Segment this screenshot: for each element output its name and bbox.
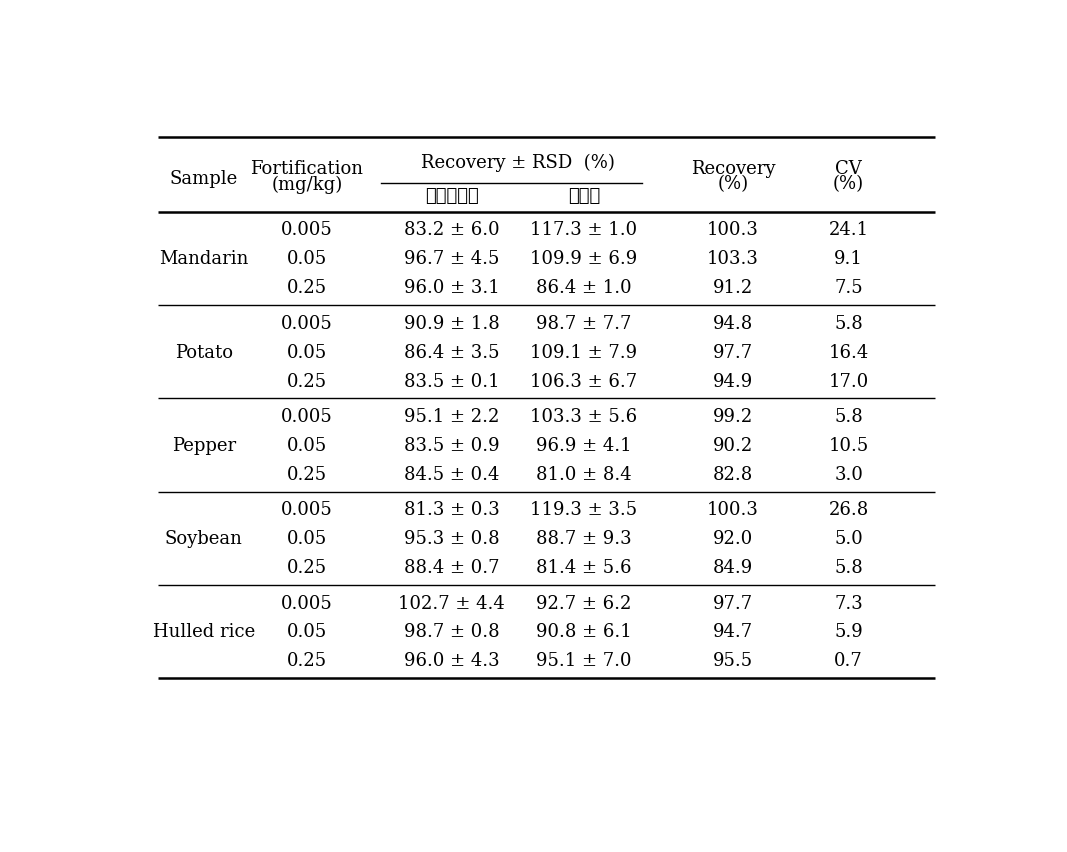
Text: 100.3: 100.3 bbox=[707, 501, 759, 519]
Text: 0.005: 0.005 bbox=[281, 407, 333, 425]
Text: Potato: Potato bbox=[175, 343, 233, 361]
Text: 서울청: 서울청 bbox=[568, 187, 600, 204]
Text: 81.0 ± 8.4: 81.0 ± 8.4 bbox=[537, 465, 632, 483]
Text: 0.25: 0.25 bbox=[287, 465, 328, 483]
Text: 92.7 ± 6.2: 92.7 ± 6.2 bbox=[537, 594, 632, 612]
Text: 0.005: 0.005 bbox=[281, 501, 333, 519]
Text: 3.0: 3.0 bbox=[834, 465, 863, 483]
Text: 0.005: 0.005 bbox=[281, 222, 333, 239]
Text: 94.8: 94.8 bbox=[713, 314, 753, 332]
Text: 0.05: 0.05 bbox=[287, 343, 328, 361]
Text: 86.4 ± 1.0: 86.4 ± 1.0 bbox=[537, 279, 632, 296]
Text: 97.7: 97.7 bbox=[713, 343, 753, 361]
Text: Recovery: Recovery bbox=[690, 159, 775, 177]
Text: 98.7 ± 0.8: 98.7 ± 0.8 bbox=[404, 623, 499, 641]
Text: 94.9: 94.9 bbox=[713, 372, 753, 390]
Text: (mg/kg): (mg/kg) bbox=[271, 176, 343, 193]
Text: 96.9 ± 4.1: 96.9 ± 4.1 bbox=[537, 436, 632, 454]
Text: 9.1: 9.1 bbox=[834, 250, 863, 268]
Text: 92.0: 92.0 bbox=[713, 529, 753, 548]
Text: (%): (%) bbox=[833, 176, 864, 193]
Text: 95.5: 95.5 bbox=[713, 652, 753, 670]
Text: 17.0: 17.0 bbox=[829, 372, 869, 390]
Text: 94.7: 94.7 bbox=[713, 623, 753, 641]
Text: Sample: Sample bbox=[170, 170, 238, 188]
Text: 5.8: 5.8 bbox=[834, 407, 863, 425]
Text: 0.005: 0.005 bbox=[281, 594, 333, 612]
Text: 26.8: 26.8 bbox=[829, 501, 869, 519]
Text: 16.4: 16.4 bbox=[829, 343, 869, 361]
Text: 82.8: 82.8 bbox=[713, 465, 753, 483]
Text: 81.3 ± 0.3: 81.3 ± 0.3 bbox=[404, 501, 499, 519]
Text: 95.1 ± 2.2: 95.1 ± 2.2 bbox=[404, 407, 499, 425]
Text: 88.7 ± 9.3: 88.7 ± 9.3 bbox=[537, 529, 632, 548]
Text: 0.25: 0.25 bbox=[287, 372, 328, 390]
Text: 0.05: 0.05 bbox=[287, 623, 328, 641]
Text: 90.2: 90.2 bbox=[713, 436, 753, 454]
Text: 83.5 ± 0.9: 83.5 ± 0.9 bbox=[404, 436, 499, 454]
Text: 7.3: 7.3 bbox=[834, 594, 863, 612]
Text: 88.4 ± 0.7: 88.4 ± 0.7 bbox=[404, 558, 499, 576]
Text: 83.5 ± 0.1: 83.5 ± 0.1 bbox=[404, 372, 499, 390]
Text: 103.3 ± 5.6: 103.3 ± 5.6 bbox=[530, 407, 638, 425]
Text: 91.2: 91.2 bbox=[713, 279, 753, 296]
Text: Recovery ± RSD  (%): Recovery ± RSD (%) bbox=[421, 153, 615, 172]
Text: Fortification: Fortification bbox=[251, 159, 364, 177]
Text: 81.4 ± 5.6: 81.4 ± 5.6 bbox=[537, 558, 632, 576]
Text: 119.3 ± 3.5: 119.3 ± 3.5 bbox=[530, 501, 638, 519]
Text: 109.1 ± 7.9: 109.1 ± 7.9 bbox=[530, 343, 638, 361]
Text: 0.05: 0.05 bbox=[287, 436, 328, 454]
Text: Soybean: Soybean bbox=[164, 529, 242, 548]
Text: 0.25: 0.25 bbox=[287, 279, 328, 296]
Text: 96.0 ± 4.3: 96.0 ± 4.3 bbox=[404, 652, 499, 670]
Text: 84.5 ± 0.4: 84.5 ± 0.4 bbox=[404, 465, 499, 483]
Text: 7.5: 7.5 bbox=[834, 279, 863, 296]
Text: 0.25: 0.25 bbox=[287, 652, 328, 670]
Text: 100.3: 100.3 bbox=[707, 222, 759, 239]
Text: 95.3 ± 0.8: 95.3 ± 0.8 bbox=[404, 529, 499, 548]
Text: 0.05: 0.05 bbox=[287, 250, 328, 268]
Text: Mandarin: Mandarin bbox=[159, 250, 249, 268]
Text: 0.7: 0.7 bbox=[834, 652, 863, 670]
Text: 109.9 ± 6.9: 109.9 ± 6.9 bbox=[530, 250, 638, 268]
Text: 95.1 ± 7.0: 95.1 ± 7.0 bbox=[537, 652, 632, 670]
Text: 90.9 ± 1.8: 90.9 ± 1.8 bbox=[404, 314, 499, 332]
Text: 0.05: 0.05 bbox=[287, 529, 328, 548]
Text: 0.25: 0.25 bbox=[287, 558, 328, 576]
Text: Hulled rice: Hulled rice bbox=[153, 623, 255, 641]
Text: 84.9: 84.9 bbox=[713, 558, 753, 576]
Text: 98.7 ± 7.7: 98.7 ± 7.7 bbox=[537, 314, 632, 332]
Text: 96.7 ± 4.5: 96.7 ± 4.5 bbox=[404, 250, 499, 268]
Text: 96.0 ± 3.1: 96.0 ± 3.1 bbox=[404, 279, 499, 296]
Text: 102.7 ± 4.4: 102.7 ± 4.4 bbox=[398, 594, 505, 612]
Text: 5.8: 5.8 bbox=[834, 314, 863, 332]
Text: 86.4 ± 3.5: 86.4 ± 3.5 bbox=[404, 343, 499, 361]
Text: 90.8 ± 6.1: 90.8 ± 6.1 bbox=[537, 623, 632, 641]
Text: 97.7: 97.7 bbox=[713, 594, 753, 612]
Text: 0.005: 0.005 bbox=[281, 314, 333, 332]
Text: CV: CV bbox=[835, 159, 862, 177]
Text: 5.8: 5.8 bbox=[834, 558, 863, 576]
Text: 99.2: 99.2 bbox=[713, 407, 753, 425]
Text: Pepper: Pepper bbox=[172, 436, 236, 454]
Text: 잔류물질과: 잔류물질과 bbox=[425, 187, 479, 204]
Text: 83.2 ± 6.0: 83.2 ± 6.0 bbox=[404, 222, 499, 239]
Text: (%): (%) bbox=[717, 176, 748, 193]
Text: 5.0: 5.0 bbox=[834, 529, 863, 548]
Text: 117.3 ± 1.0: 117.3 ± 1.0 bbox=[530, 222, 638, 239]
Text: 5.9: 5.9 bbox=[834, 623, 863, 641]
Text: 24.1: 24.1 bbox=[829, 222, 869, 239]
Text: 106.3 ± 6.7: 106.3 ± 6.7 bbox=[530, 372, 638, 390]
Text: 103.3: 103.3 bbox=[707, 250, 759, 268]
Text: 10.5: 10.5 bbox=[829, 436, 869, 454]
